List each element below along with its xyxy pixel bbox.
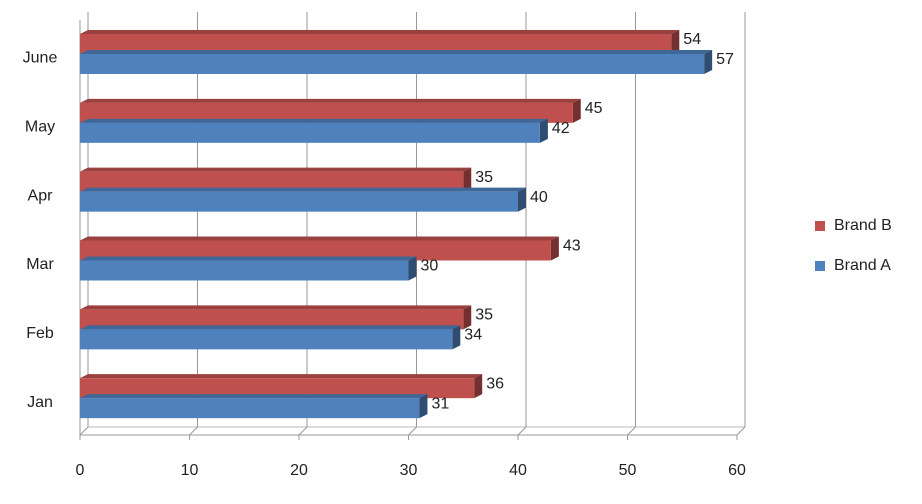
bar-top [80, 50, 713, 54]
bar-side [550, 236, 559, 261]
legend-label: Brand A [834, 257, 891, 274]
grid-floor [79, 426, 89, 436]
data-label: 57 [716, 51, 734, 68]
data-label: 40 [530, 189, 548, 206]
bar [80, 171, 464, 192]
data-label: 43 [563, 238, 581, 255]
y-tick-label: May [25, 118, 55, 135]
bar-top [80, 98, 581, 103]
x-tick-label: 0 [76, 462, 85, 479]
y-tick-label: Feb [26, 325, 54, 342]
y-tick-label: Jan [27, 394, 53, 411]
bar [80, 240, 551, 261]
data-label: 54 [683, 31, 701, 48]
legend-swatch [815, 221, 825, 231]
data-label: 45 [585, 100, 603, 117]
data-label: 42 [552, 120, 570, 137]
bar-top [80, 118, 548, 123]
legend-label: Brand B [834, 217, 892, 234]
bar-side [408, 256, 417, 281]
bar [80, 309, 464, 330]
bar [80, 191, 518, 212]
grid-floor [408, 426, 417, 436]
bar [80, 260, 409, 281]
grid-floor [627, 426, 636, 436]
bar-side [474, 374, 483, 399]
legend-swatch [815, 261, 825, 271]
grid-floor [517, 426, 527, 436]
bar-side [572, 98, 581, 123]
bar-side [452, 325, 461, 350]
bar-top [80, 30, 680, 34]
bar [80, 102, 573, 123]
bar-side [671, 30, 680, 54]
grid-floor [298, 426, 308, 436]
bar-side [539, 118, 548, 143]
bar-side [463, 167, 472, 192]
data-label: 35 [475, 307, 493, 324]
bar [80, 398, 420, 419]
grid-floor [736, 426, 746, 436]
x-tick-label: 20 [290, 462, 308, 479]
bar-top [80, 167, 472, 172]
data-label: 35 [475, 169, 493, 186]
bar-side [518, 187, 526, 212]
y-tick-label: June [23, 50, 58, 67]
data-label: 34 [464, 327, 482, 344]
y-tick-label: Mar [26, 256, 54, 273]
bar [80, 122, 540, 143]
y-tick-label: Apr [28, 187, 54, 204]
bar [80, 54, 705, 74]
bar [80, 329, 453, 350]
bar-top [80, 236, 559, 241]
data-label: 30 [421, 258, 439, 275]
bar-top [80, 256, 417, 261]
bar [80, 34, 672, 54]
data-label: 31 [431, 395, 449, 412]
data-label: 36 [486, 375, 504, 392]
bar-top [80, 374, 483, 379]
grid-floor [189, 426, 198, 436]
bar-top [80, 394, 428, 399]
bar-side [419, 394, 428, 419]
bar-top [80, 305, 472, 310]
bar-side [704, 50, 713, 74]
bar-top [80, 187, 526, 192]
x-tick-label: 40 [509, 462, 527, 479]
x-tick-label: 60 [728, 462, 746, 479]
bar-top [80, 325, 461, 330]
x-tick-label: 50 [619, 462, 637, 479]
x-tick-label: 10 [181, 462, 199, 479]
x-tick-label: 30 [400, 462, 418, 479]
bar-side [463, 305, 472, 330]
bar [80, 378, 475, 399]
